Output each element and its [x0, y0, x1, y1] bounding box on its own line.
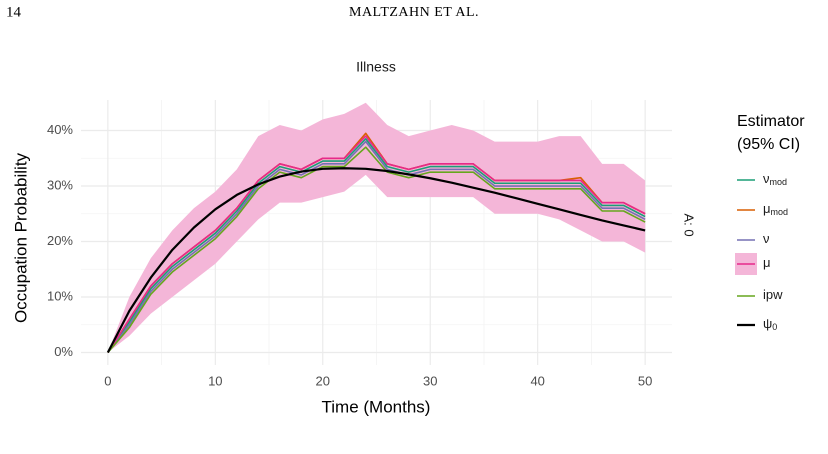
- series-line: [107, 140, 646, 354]
- x-tick-label: 30: [423, 373, 437, 388]
- series-line: [107, 135, 646, 353]
- y-tick-label: 40%: [47, 122, 73, 137]
- legend-label-name: ipw: [763, 287, 783, 302]
- confidence-band: [107, 102, 646, 353]
- legend-label-name: ν: [763, 171, 770, 186]
- legend-label-name: ψ: [763, 316, 772, 331]
- series-line: [107, 146, 646, 354]
- x-tick-label: 40: [530, 373, 544, 388]
- running-head: MALTZAHN ET AL.: [349, 5, 479, 20]
- x-tick-label: 0: [104, 373, 111, 388]
- x-tick-label: 10: [208, 373, 222, 388]
- y-tick-label: 10%: [47, 288, 73, 303]
- legend-label-sub: mod: [771, 207, 789, 217]
- legend-label-name: μ: [763, 201, 771, 216]
- chart-title: Illness: [356, 59, 396, 75]
- series-line: [106, 167, 646, 354]
- x-tick-label: 50: [638, 373, 652, 388]
- legend-label-sub: 0: [772, 322, 777, 332]
- legend-title: Estimator: [737, 113, 805, 130]
- y-axis-title: Occupation Probability: [11, 152, 30, 323]
- legend-label: μmod: [763, 201, 788, 217]
- page-number: 14: [6, 4, 22, 20]
- legend-label: νmod: [763, 171, 787, 187]
- series-line: [107, 138, 646, 353]
- legend-title: (95% CI): [737, 136, 800, 153]
- x-tick-label: 20: [316, 373, 330, 388]
- legend-label: ν: [763, 231, 770, 246]
- facet-label: A: 0: [682, 213, 697, 236]
- y-tick-label: 0%: [54, 344, 73, 359]
- legend-label: ψ0: [763, 316, 777, 332]
- legend-label: μ: [763, 255, 771, 270]
- legend-label-name: ν: [763, 231, 770, 246]
- y-tick-label: 20%: [47, 233, 73, 248]
- legend-label-sub: mod: [770, 177, 788, 187]
- legend-label-name: μ: [763, 255, 771, 270]
- x-axis-title: Time (Months): [322, 397, 431, 416]
- y-tick-label: 30%: [47, 177, 73, 192]
- legend-label: ipw: [763, 287, 783, 302]
